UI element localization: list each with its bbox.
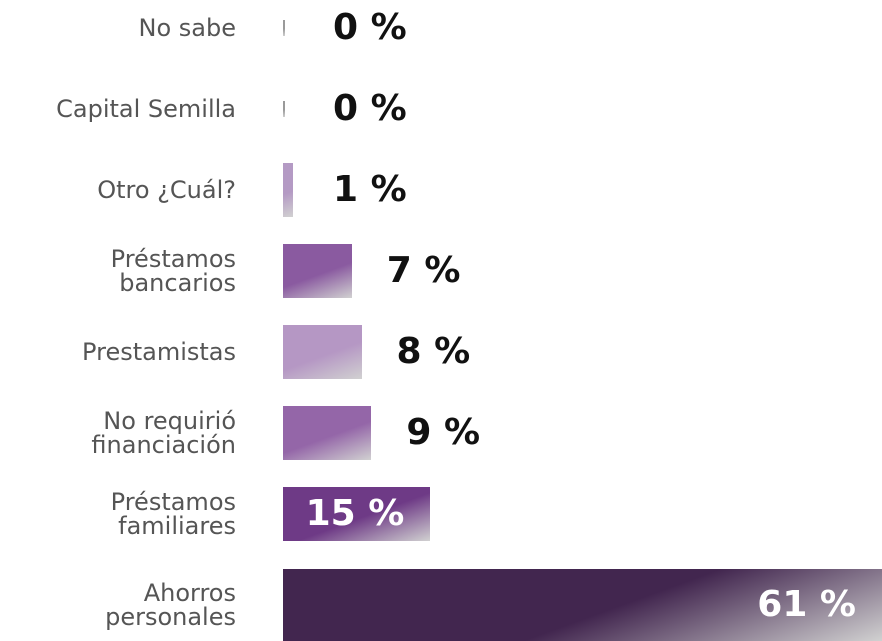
value-label: 8 % [396,331,471,372]
category-label: Capital Semilla [56,95,236,123]
value-label: 61 % [757,584,856,625]
value-label: 1 % [333,169,407,210]
bar [283,325,362,379]
bar [283,163,293,217]
bar [283,569,882,641]
category-label: No sabe [138,14,236,42]
bar [283,244,352,298]
category-label: Prestamistas [82,338,236,366]
category-label: Préstamos familiares [110,488,236,540]
category-label: Otro ¿Cuál? [97,176,236,204]
bar [283,487,431,541]
bar [283,406,372,460]
value-label: 9 % [406,412,481,453]
bar [283,20,285,36]
category-label: No requirió financiación [91,407,236,459]
bar [283,101,285,117]
value-label: 15 % [305,493,405,534]
category-label: Ahorros personales [105,579,236,631]
value-label: 7 % [386,250,461,291]
value-label: 0 % [333,88,407,129]
category-label: Préstamos bancarios [110,245,236,297]
value-label: 0 % [333,7,407,48]
